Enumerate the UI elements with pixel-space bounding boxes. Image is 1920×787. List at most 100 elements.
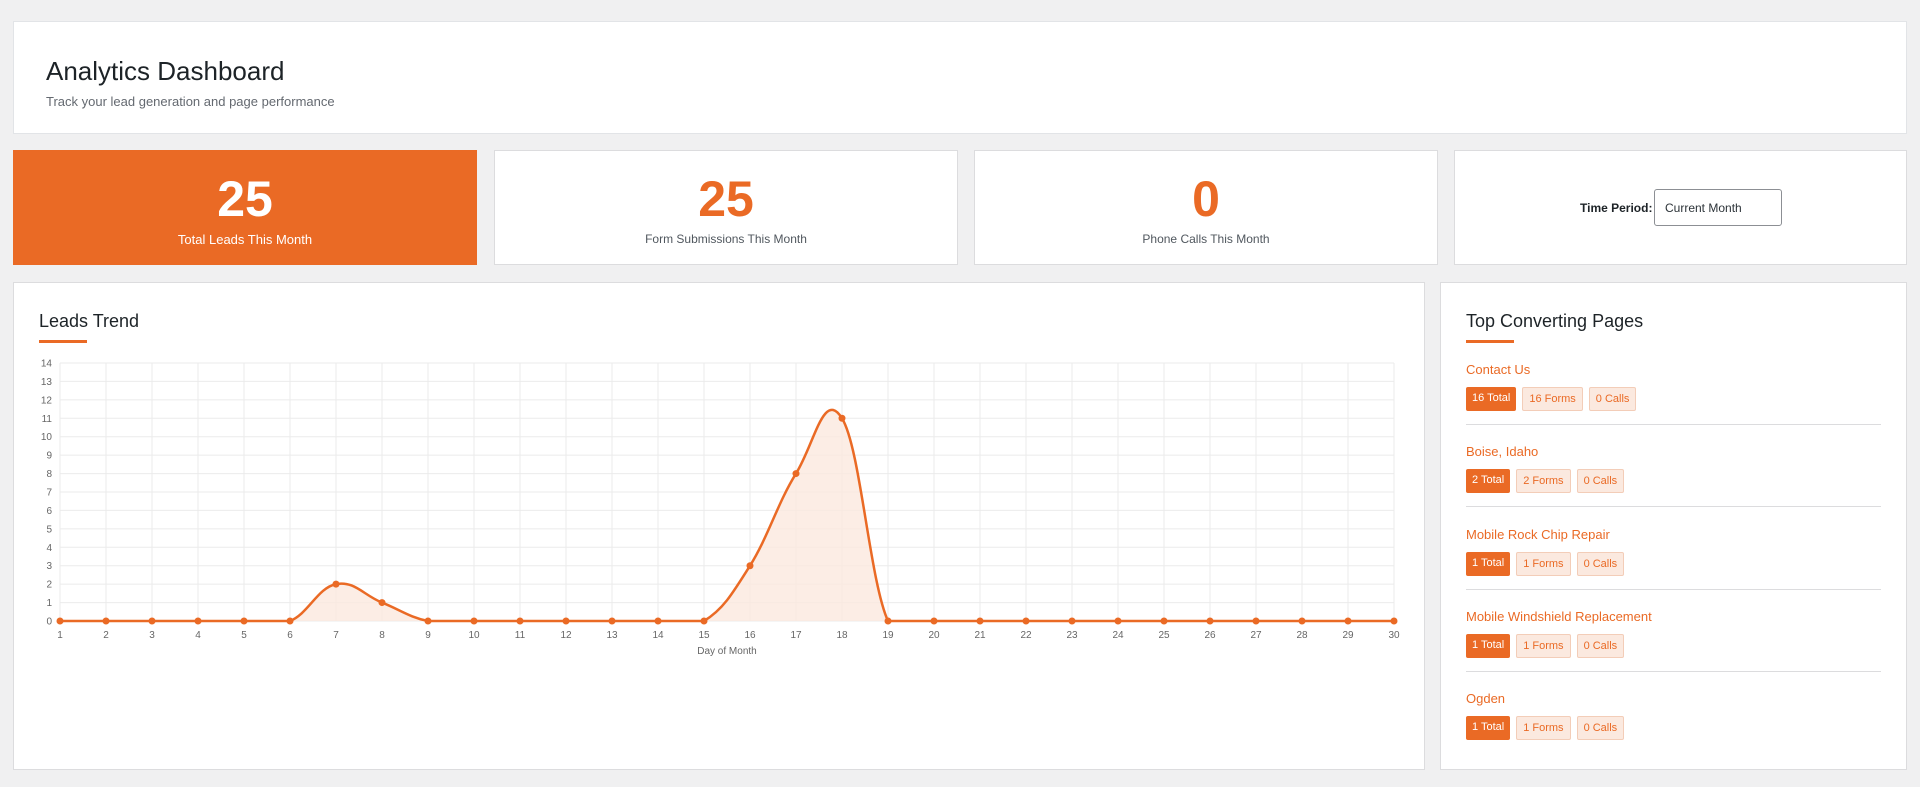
x-tick-label: 16 [744,630,756,641]
stat-value: 0 [1192,171,1220,227]
data-point [1390,617,1398,625]
title-underline [39,340,87,343]
data-point [286,617,294,625]
x-tick-label: 24 [1112,630,1124,641]
y-tick-label: 5 [46,524,52,535]
y-tick-label: 14 [41,359,53,370]
x-tick-label: 6 [287,630,293,641]
y-tick-label: 10 [41,432,53,443]
forms-badge: 1 Forms [1516,552,1571,576]
data-point [1160,617,1168,625]
total-badge: 1 Total [1466,716,1511,740]
x-tick-label: 26 [1204,630,1216,641]
time-period-select[interactable]: Current Month [1654,189,1782,226]
y-tick-label: 4 [46,543,52,554]
page-item-mobile-windshield-replacement: Mobile Windshield Replacement 1 Total 1 … [1466,609,1881,658]
top-pages-title: Top Converting Pages [1466,311,1644,331]
forms-badge: 16 Forms [1522,387,1583,411]
data-point [102,617,110,625]
x-tick-label: 27 [1250,630,1262,641]
page-link[interactable]: Mobile Windshield Replacement [1466,609,1652,624]
data-point [1022,617,1030,625]
data-point [1344,617,1352,625]
data-point [1068,617,1076,625]
y-tick-label: 9 [46,451,52,462]
x-tick-label: 17 [790,630,802,641]
page-item-mobile-rock-chip-repair: Mobile Rock Chip Repair 1 Total 1 Forms … [1466,527,1881,576]
data-point [930,617,938,625]
data-point [148,617,156,625]
data-point [424,617,432,625]
stat-card-phone-calls: 0 Phone Calls This Month [974,150,1438,265]
leads-trend-title: Leads Trend [39,311,140,331]
dashboard-header: Analytics Dashboard Track your lead gene… [13,21,1907,134]
data-point [378,599,386,607]
page-subtitle: Track your lead generation and page perf… [46,94,335,109]
time-period-label: Time Period: [1580,201,1653,215]
x-tick-label: 5 [241,630,247,641]
data-point [838,414,846,422]
calls-badge: 0 Calls [1576,716,1625,740]
x-tick-label: 8 [379,630,385,641]
y-tick-label: 12 [41,395,53,406]
divider [1466,506,1881,507]
page-link[interactable]: Mobile Rock Chip Repair [1466,527,1610,542]
data-point [654,617,662,625]
x-axis-label: Day of Month [697,646,756,657]
page-item-contact-us: Contact Us 16 Total 16 Forms 0 Calls [1466,362,1881,411]
x-tick-label: 2 [103,630,109,641]
page-link[interactable]: Ogden [1466,691,1506,706]
data-point [240,617,248,625]
forms-badge: 1 Forms [1516,634,1571,658]
forms-badge: 2 Forms [1516,469,1571,493]
calls-badge: 0 Calls [1576,469,1625,493]
x-tick-label: 3 [149,630,155,641]
page-item-boise-idaho: Boise, Idaho 2 Total 2 Forms 0 Calls [1466,444,1881,493]
y-tick-label: 0 [46,617,52,628]
data-point [470,617,478,625]
y-tick-label: 1 [46,598,52,609]
page-link[interactable]: Contact Us [1466,362,1531,377]
x-tick-label: 23 [1066,630,1078,641]
data-point [56,617,64,625]
y-tick-label: 11 [42,414,53,425]
stat-card-total-leads: 25 Total Leads This Month [13,150,477,265]
total-badge: 16 Total [1466,387,1517,411]
data-point [1114,617,1122,625]
time-period-card: Time Period: Current Month [1454,150,1907,265]
series-area [60,409,1394,621]
page-title: Analytics Dashboard [46,56,285,86]
data-point [884,617,892,625]
divider [1466,424,1881,425]
top-pages-panel: Top Converting Pages Contact Us 16 Total… [1440,282,1907,770]
page-item-ogden: Ogden 1 Total 1 Forms 0 Calls [1466,691,1881,740]
y-tick-label: 2 [46,580,52,591]
data-point [746,562,754,570]
x-tick-label: 10 [468,630,480,641]
data-point [562,617,570,625]
x-tick-label: 7 [333,630,339,641]
data-point [1298,617,1306,625]
x-tick-label: 15 [698,630,710,641]
x-tick-label: 14 [652,630,664,641]
y-tick-label: 13 [41,377,53,388]
data-point [792,470,800,478]
x-tick-label: 12 [560,630,572,641]
x-tick-label: 25 [1158,630,1170,641]
x-tick-label: 20 [928,630,940,641]
series-line [59,408,1394,623]
x-tick-label: 22 [1020,630,1032,641]
page-link[interactable]: Boise, Idaho [1466,444,1539,459]
x-tick-label: 13 [606,630,618,641]
stat-value: 25 [698,171,754,227]
title-underline [1466,340,1514,343]
data-point [1252,617,1260,625]
x-tick-label: 21 [974,630,986,641]
y-tick-label: 7 [46,488,52,499]
data-point [700,617,708,625]
data-point [976,617,984,625]
total-badge: 2 Total [1466,469,1511,493]
total-badge: 1 Total [1466,552,1511,576]
y-tick-label: 3 [46,561,52,572]
total-badge: 1 Total [1466,634,1511,658]
